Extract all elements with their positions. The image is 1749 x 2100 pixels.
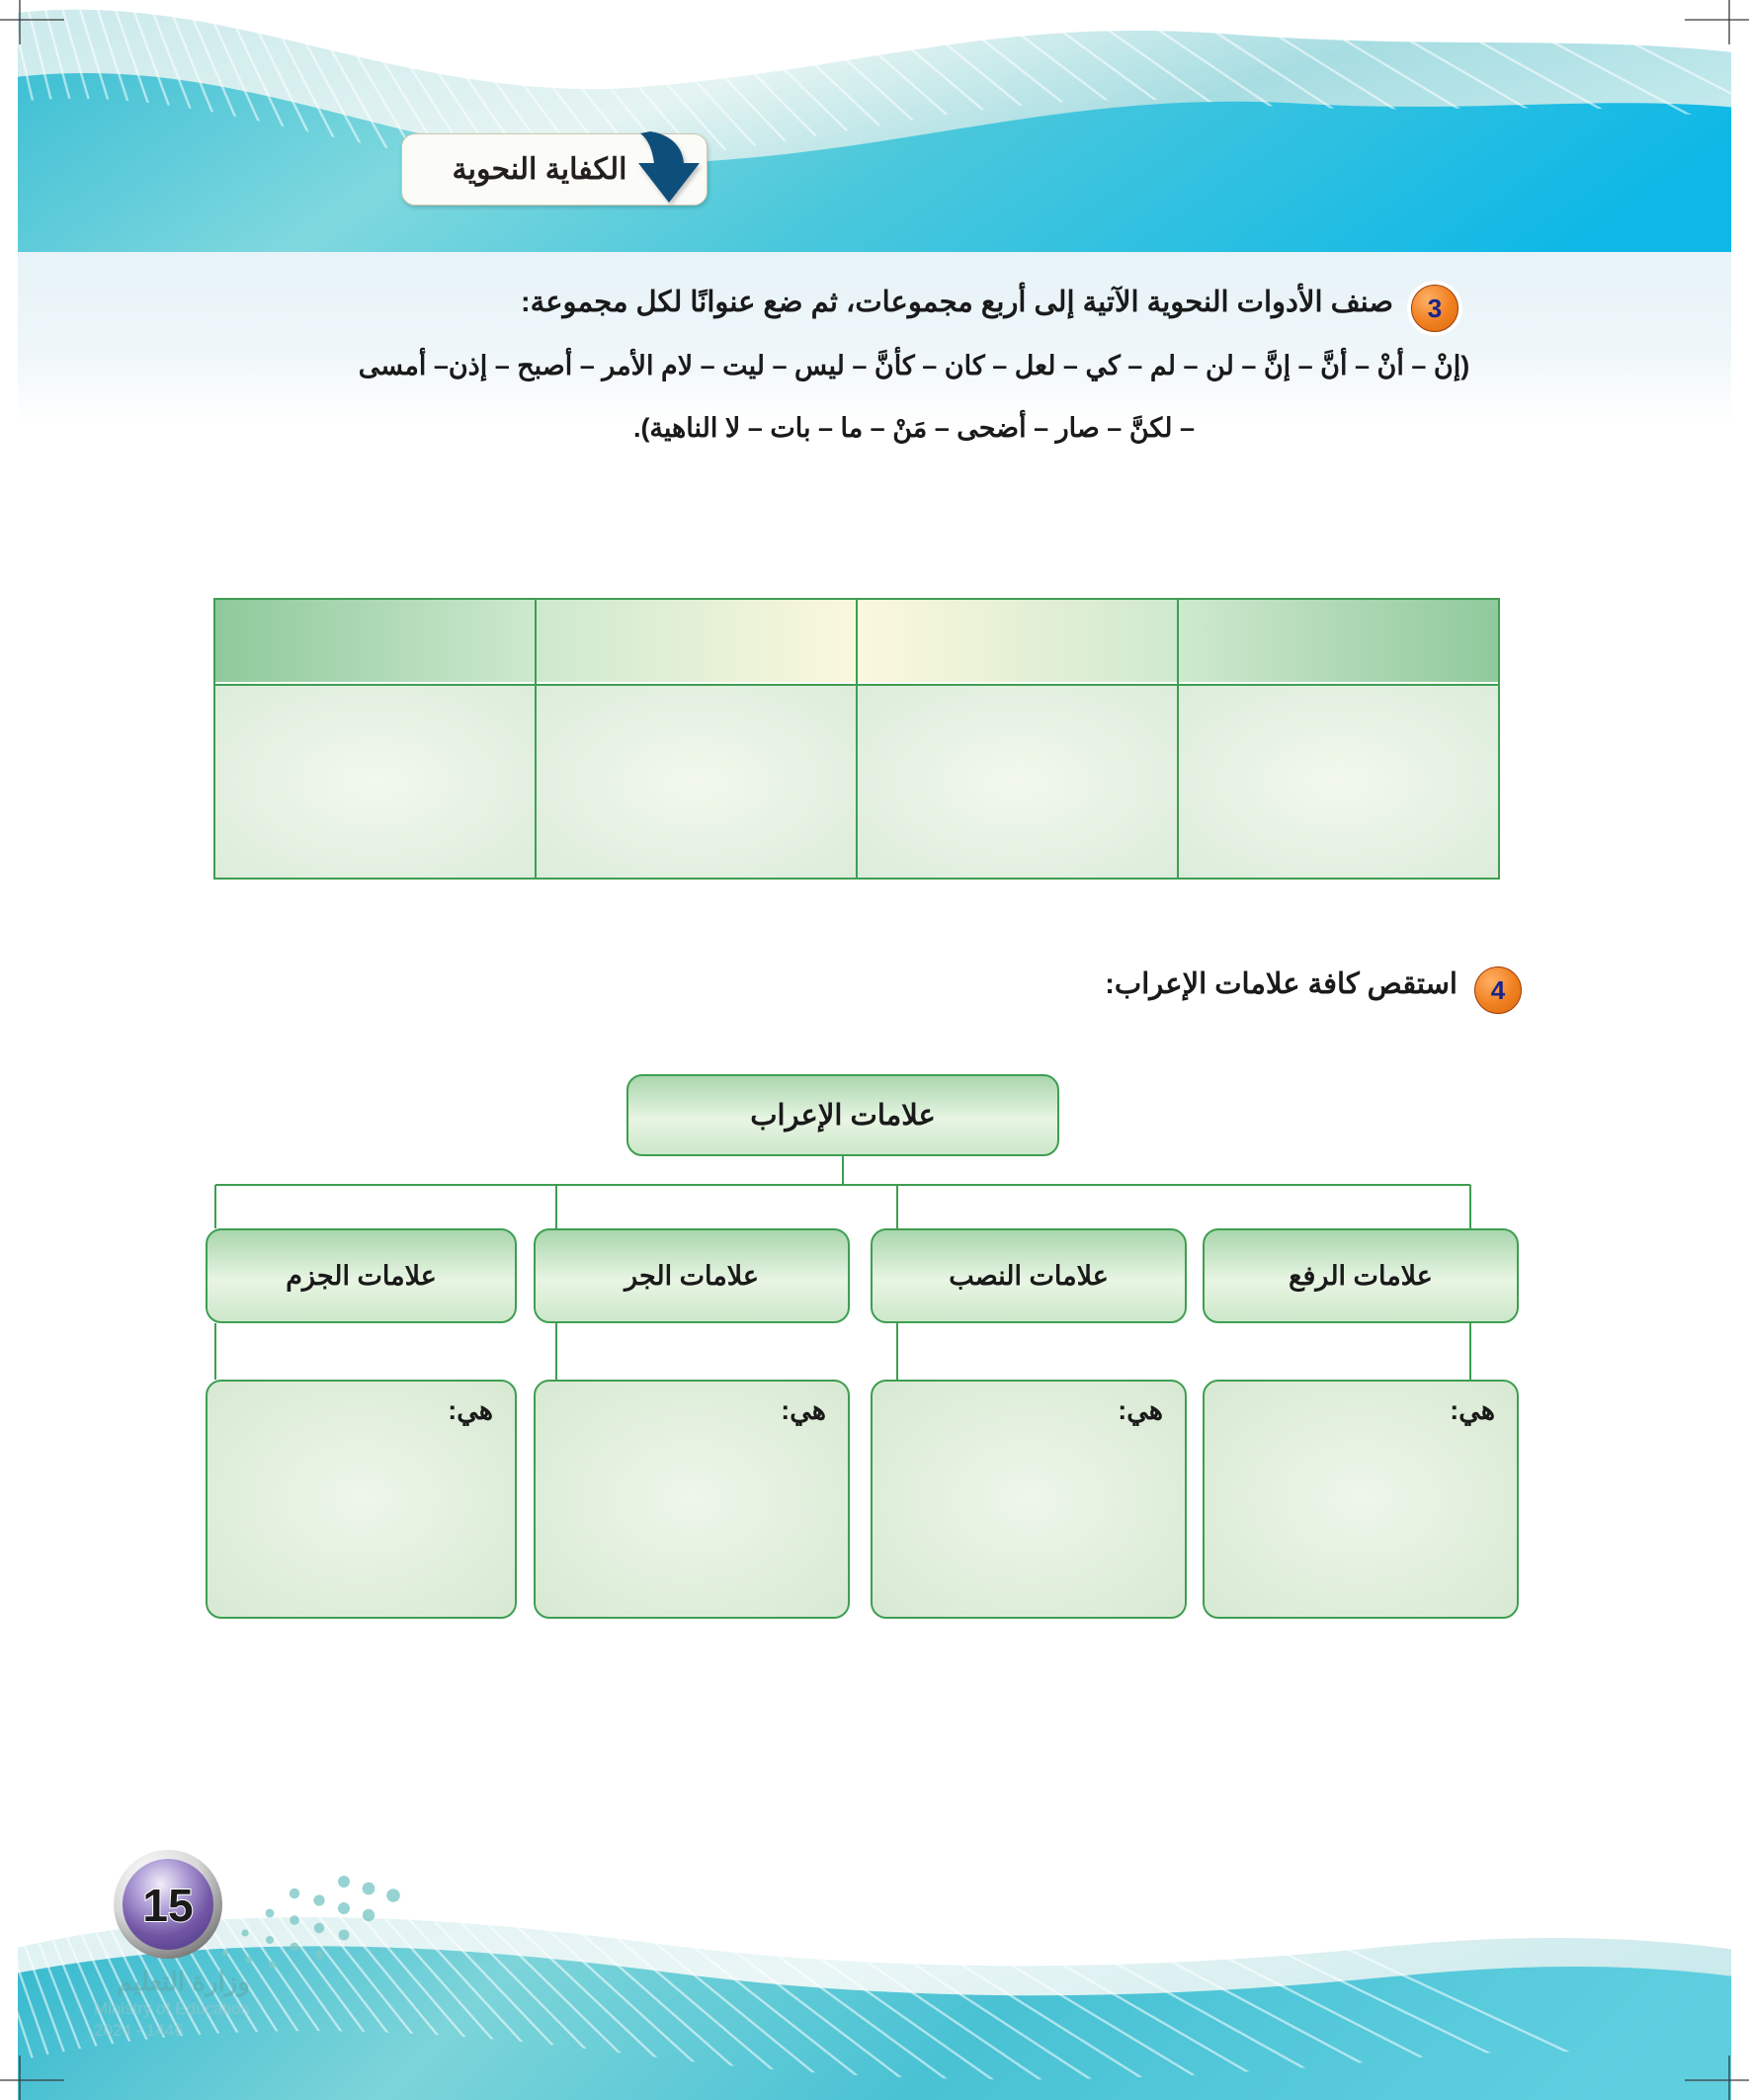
svg-text:15: 15	[142, 1880, 193, 1931]
